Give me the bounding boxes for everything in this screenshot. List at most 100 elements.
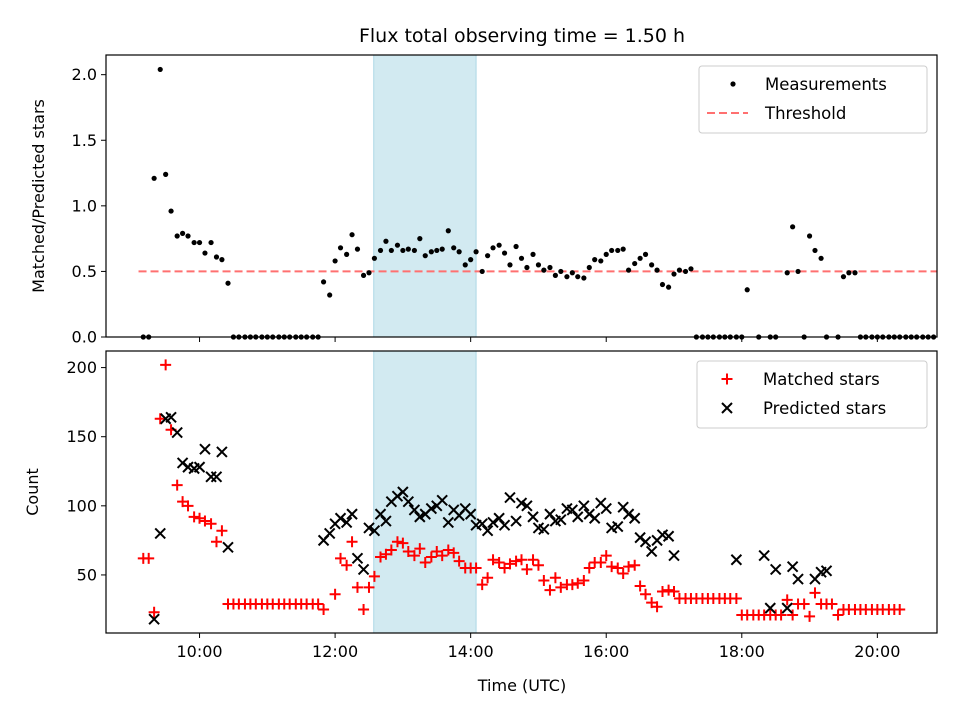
predicted-point [380, 515, 392, 527]
x-tick-label: 20:00 [854, 642, 900, 661]
matched-point [476, 579, 488, 591]
predicted-point [769, 563, 782, 576]
predicted-point [764, 602, 776, 614]
measurement-point [840, 274, 847, 280]
predicted-point [504, 491, 516, 504]
measurement-point [485, 253, 491, 259]
matched-point [425, 551, 437, 563]
count-panel: 50 100 150 200 10:00 12:00 14:00 16:00 18:00 20:… [23, 350, 938, 695]
predicted-point [544, 508, 556, 520]
measurement-point [422, 253, 428, 259]
matched-point [368, 570, 380, 582]
predicted-point [622, 508, 635, 520]
matched-point [612, 562, 624, 574]
measurement-point [490, 245, 496, 251]
predicted-point [222, 541, 234, 554]
measurement-point [688, 266, 694, 272]
matched-point [335, 552, 347, 564]
matched-point [402, 545, 414, 557]
matched-point [205, 518, 217, 530]
measurement-point [569, 270, 575, 276]
ratio-panel-frame [105, 54, 938, 338]
predicted-point [205, 471, 217, 483]
matched-point [510, 555, 522, 567]
matched-point [566, 579, 578, 591]
measurement-point [659, 281, 666, 288]
matched-point [346, 536, 358, 548]
measurement-point [371, 255, 378, 261]
predicted-point [498, 519, 511, 531]
observing-window-shade [373, 350, 477, 634]
predicted-point [199, 443, 211, 455]
matched-point [318, 604, 330, 615]
ratio-x-ticks [199, 337, 878, 342]
measurement-point [428, 249, 434, 255]
matched-point [600, 550, 612, 562]
predicted-point [730, 554, 743, 566]
matched-point [182, 500, 194, 512]
predicted-point [216, 446, 228, 458]
predicted-point [617, 501, 629, 513]
measurement-point [445, 228, 451, 234]
predicted-point [357, 563, 370, 576]
matched-point [775, 609, 787, 621]
y-tick-label: 0.0 [72, 328, 97, 347]
measurement-point [383, 238, 389, 244]
measurement-point [609, 247, 615, 254]
measurement-point [344, 251, 350, 257]
matched-point [521, 563, 533, 575]
measurement-point [337, 245, 344, 251]
predicted-point [588, 512, 601, 524]
predicted-point [515, 497, 528, 509]
predicted-point [668, 549, 680, 562]
measurement-point [202, 250, 208, 256]
measurement-point [439, 246, 445, 252]
matched-point [448, 547, 460, 559]
measurement-point [168, 208, 174, 214]
predicted-point [363, 522, 375, 534]
matched-point [730, 592, 742, 604]
matched-point [436, 550, 448, 562]
matched-legend-marker [721, 373, 733, 385]
matched-point [617, 568, 629, 580]
measurement-point [456, 249, 462, 255]
matched-point [894, 604, 906, 615]
measurement-point [388, 247, 394, 254]
measurement-point [473, 249, 479, 255]
predicted-point [351, 552, 364, 565]
measurement-point [806, 233, 813, 239]
measurement-point [654, 267, 660, 273]
matched-point [504, 558, 516, 570]
count-y-ticks: 50 100 150 200 [66, 358, 106, 584]
time-x-axis-label: Time (UTC) [477, 676, 566, 695]
predicted-legend-marker [721, 402, 733, 414]
measurement-point [400, 247, 406, 254]
figure-title: Flux total observing time = 1.50 h [359, 25, 685, 47]
measurement-point [620, 246, 626, 252]
measurements-legend-marker [730, 81, 736, 87]
matched-point [199, 515, 211, 527]
predicted-point [487, 516, 499, 529]
predicted-point [442, 516, 455, 529]
measurement-point [377, 247, 384, 254]
measurement-point [812, 247, 818, 254]
ratio-legend-frame [698, 65, 928, 134]
measurement-point [581, 275, 587, 281]
measurement-point [179, 230, 186, 236]
measurement-point [818, 255, 824, 261]
matched-point [809, 587, 821, 599]
measurement-point [530, 251, 536, 257]
predicted-point [397, 486, 409, 498]
measurement-point [784, 270, 790, 276]
measurement-point [174, 233, 180, 239]
matched-point [826, 598, 838, 610]
predicted-point [374, 508, 387, 520]
predicted-point [402, 495, 415, 508]
matched-point [194, 512, 206, 524]
predicted-point [414, 511, 426, 523]
y-tick-label: 0.5 [72, 262, 97, 281]
matched-point [527, 554, 539, 566]
predicted-point [566, 504, 579, 516]
